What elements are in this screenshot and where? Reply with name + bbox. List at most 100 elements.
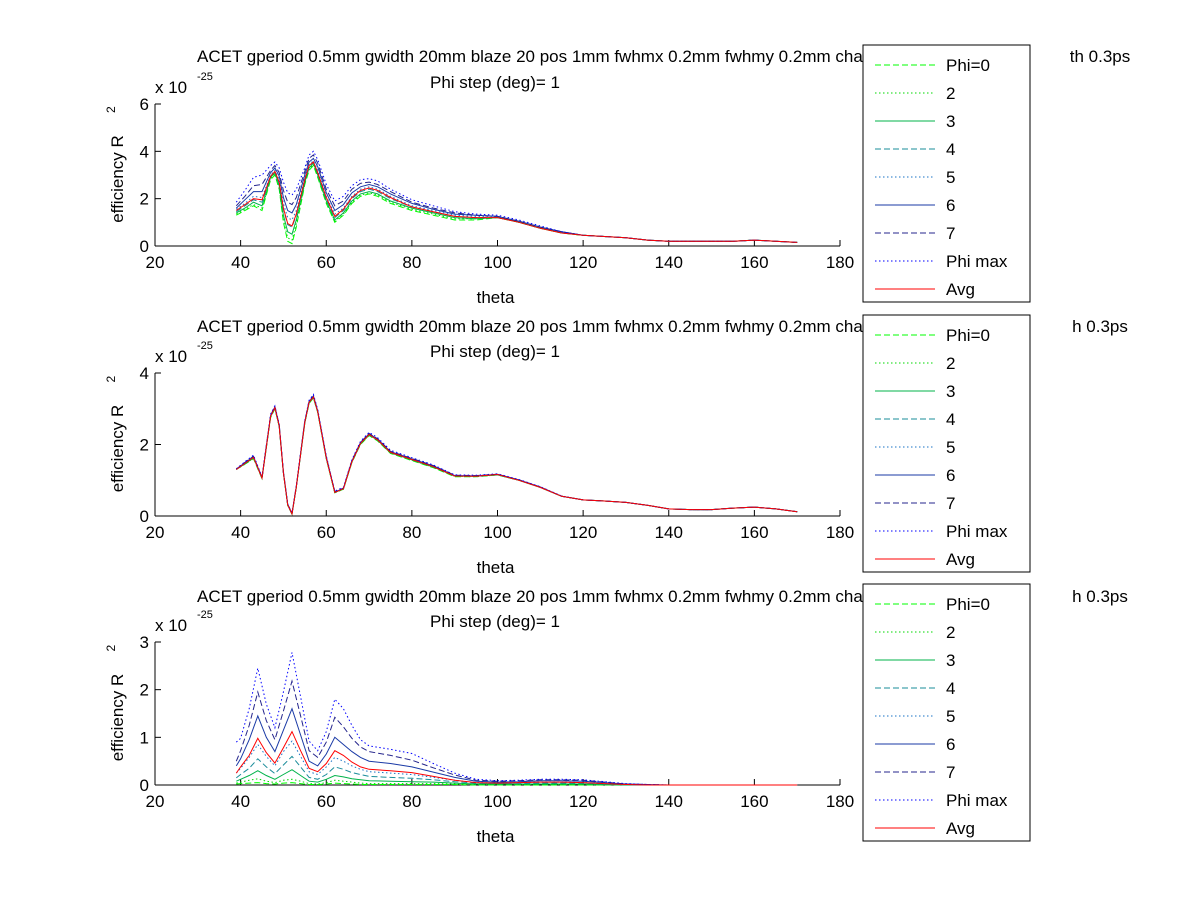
x-tick-label: 20 (146, 792, 165, 811)
chart-panel-3: ACET gperiod 0.5mm gwidth 20mm blaze 20 … (104, 583, 1128, 846)
x-tick-label: 40 (231, 523, 250, 542)
legend-label: 6 (946, 735, 955, 754)
legend-label: 5 (946, 168, 955, 187)
legend-label: 4 (946, 679, 955, 698)
x-tick-label: 100 (483, 523, 511, 542)
x-tick-label: 20 (146, 253, 165, 272)
legend-label: 2 (946, 354, 955, 373)
x-axis-label: theta (477, 827, 515, 846)
y-axis-label-exponent: 2 (104, 376, 118, 383)
legend-label: Phi max (946, 791, 1008, 810)
legend-label: 3 (946, 651, 955, 670)
legend-label: Avg (946, 280, 975, 299)
y-axis-label-group: efficiency R 2 (104, 645, 127, 762)
y-scale-exponent: -25 (197, 71, 213, 83)
x-tick-label: 140 (655, 253, 683, 272)
y-axis-label-group: efficiency R 2 (104, 106, 127, 223)
series-line-avg (235, 730, 798, 786)
x-tick-label: 60 (317, 792, 336, 811)
x-tick-label: 120 (569, 523, 597, 542)
y-tick-label: 2 (140, 190, 149, 209)
y-tick-label: 4 (140, 364, 149, 383)
x-tick-label: 80 (402, 253, 421, 272)
chart-subtitle: Phi step (deg)= 1 (430, 612, 560, 631)
x-tick-label: 160 (740, 523, 768, 542)
y-axis-label: efficiency R (108, 405, 127, 493)
legend-label: Phi=0 (946, 595, 990, 614)
x-tick-label: 100 (483, 792, 511, 811)
legend-label: 7 (946, 224, 955, 243)
legend-label: 6 (946, 196, 955, 215)
chart-title: ACET gperiod 0.5mm gwidth 20mm blaze 20 … (197, 47, 911, 66)
y-axis-label: efficiency R (108, 674, 127, 762)
x-tick-label: 80 (402, 792, 421, 811)
y-axis-label-exponent: 2 (104, 645, 118, 652)
x-tick-label: 160 (740, 792, 768, 811)
x-tick-label: 60 (317, 523, 336, 542)
x-axis-label: theta (477, 288, 515, 307)
y-tick-label: 3 (140, 633, 149, 652)
x-tick-label: 40 (231, 253, 250, 272)
series-line-7 (235, 154, 798, 243)
x-tick-label: 140 (655, 523, 683, 542)
legend-box (862, 583, 1031, 842)
y-tick-label: 0 (140, 776, 149, 795)
y-tick-label: 6 (140, 95, 149, 114)
x-tick-label: 120 (569, 792, 597, 811)
series-line-avg (236, 161, 798, 243)
legend-label: Phi=0 (946, 56, 990, 75)
y-tick-label: 2 (140, 681, 149, 700)
y-scale-exponent: -25 (197, 340, 213, 352)
y-tick-label: 0 (140, 507, 149, 526)
series-line-phi-max (235, 150, 798, 243)
legend-label: 3 (946, 382, 955, 401)
chart-title-tail: h 0.3ps (1072, 317, 1128, 336)
legend-label: Phi max (946, 252, 1008, 271)
x-tick-label: 180 (826, 523, 854, 542)
chart-panel-2: ACET gperiod 0.5mm gwidth 20mm blaze 20 … (104, 314, 1128, 577)
y-scale-factor: x 10 (155, 78, 187, 97)
x-tick-label: 20 (146, 523, 165, 542)
legend-label: 3 (946, 112, 955, 131)
x-tick-label: 180 (826, 792, 854, 811)
legend-label: 4 (946, 410, 955, 429)
chart-title-tail: h 0.3ps (1072, 587, 1128, 606)
chart-title: ACET gperiod 0.5mm gwidth 20mm blaze 20 … (197, 587, 911, 606)
chart-panel-1: ACET gperiod 0.5mm gwidth 20mm blaze 20 … (104, 44, 1130, 307)
legend-label: Avg (946, 550, 975, 569)
x-tick-label: 80 (402, 523, 421, 542)
legend: Phi=0 2 3 4 5 6 7 Phi max Avg (862, 44, 1031, 303)
legend-label: 2 (946, 623, 955, 642)
legend-label: 7 (946, 494, 955, 513)
legend-box (862, 44, 1031, 303)
chart-subtitle: Phi step (deg)= 1 (430, 73, 560, 92)
legend-label: Phi=0 (946, 326, 990, 345)
y-tick-label: 4 (140, 142, 149, 161)
y-tick-label: 0 (140, 237, 149, 256)
legend-label: Avg (946, 819, 975, 838)
series-line-7 (235, 679, 798, 786)
x-axis-label: theta (477, 558, 515, 577)
y-axis-label-exponent: 2 (104, 106, 118, 113)
chart-title: ACET gperiod 0.5mm gwidth 20mm blaze 20 … (197, 317, 911, 336)
legend-label: 4 (946, 140, 955, 159)
x-tick-label: 40 (231, 792, 250, 811)
legend-label: 6 (946, 466, 955, 485)
x-tick-label: 180 (826, 253, 854, 272)
legend: Phi=0 2 3 4 5 6 7 Phi max Avg (862, 583, 1031, 842)
x-tick-label: 140 (655, 792, 683, 811)
x-tick-label: 120 (569, 253, 597, 272)
x-tick-label: 60 (317, 253, 336, 272)
legend-label: Phi max (946, 522, 1008, 541)
chart-subtitle: Phi step (deg)= 1 (430, 342, 560, 361)
legend-label: 2 (946, 84, 955, 103)
y-scale-factor: x 10 (155, 347, 187, 366)
y-scale-factor: x 10 (155, 616, 187, 635)
y-tick-label: 2 (140, 436, 149, 455)
legend-label: 5 (946, 707, 955, 726)
legend: Phi=0 2 3 4 5 6 7 Phi max Avg (862, 314, 1031, 573)
x-tick-label: 100 (483, 253, 511, 272)
x-tick-label: 160 (740, 253, 768, 272)
legend-box (862, 314, 1031, 573)
